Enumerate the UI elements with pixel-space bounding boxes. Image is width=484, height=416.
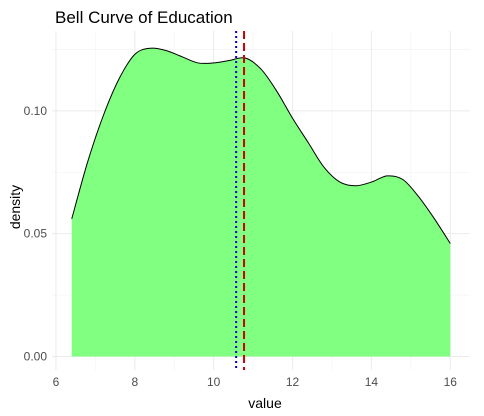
x-axis-title: value — [248, 395, 282, 411]
density-line — [71, 47, 451, 244]
x-tick-label: 12 — [286, 375, 300, 389]
y-tick-label: 0.10 — [24, 104, 48, 118]
x-tick-label: 14 — [365, 375, 379, 389]
x-tick-labels: 6 8 10 12 14 16 — [53, 375, 458, 389]
density-area — [71, 48, 451, 357]
x-tick-label: 10 — [207, 375, 221, 389]
y-tick-labels: 0.00 0.05 0.10 — [24, 104, 48, 364]
x-tick-label: 6 — [53, 375, 60, 389]
x-tick-label: 8 — [131, 375, 138, 389]
y-tick-label: 0.00 — [24, 349, 48, 363]
y-axis-title: density — [7, 185, 23, 229]
reference-lines — [235, 31, 246, 370]
y-tick-label: 0.05 — [24, 227, 48, 241]
chart-title: Bell Curve of Education — [55, 8, 233, 27]
x-tick-label: 16 — [444, 375, 458, 389]
